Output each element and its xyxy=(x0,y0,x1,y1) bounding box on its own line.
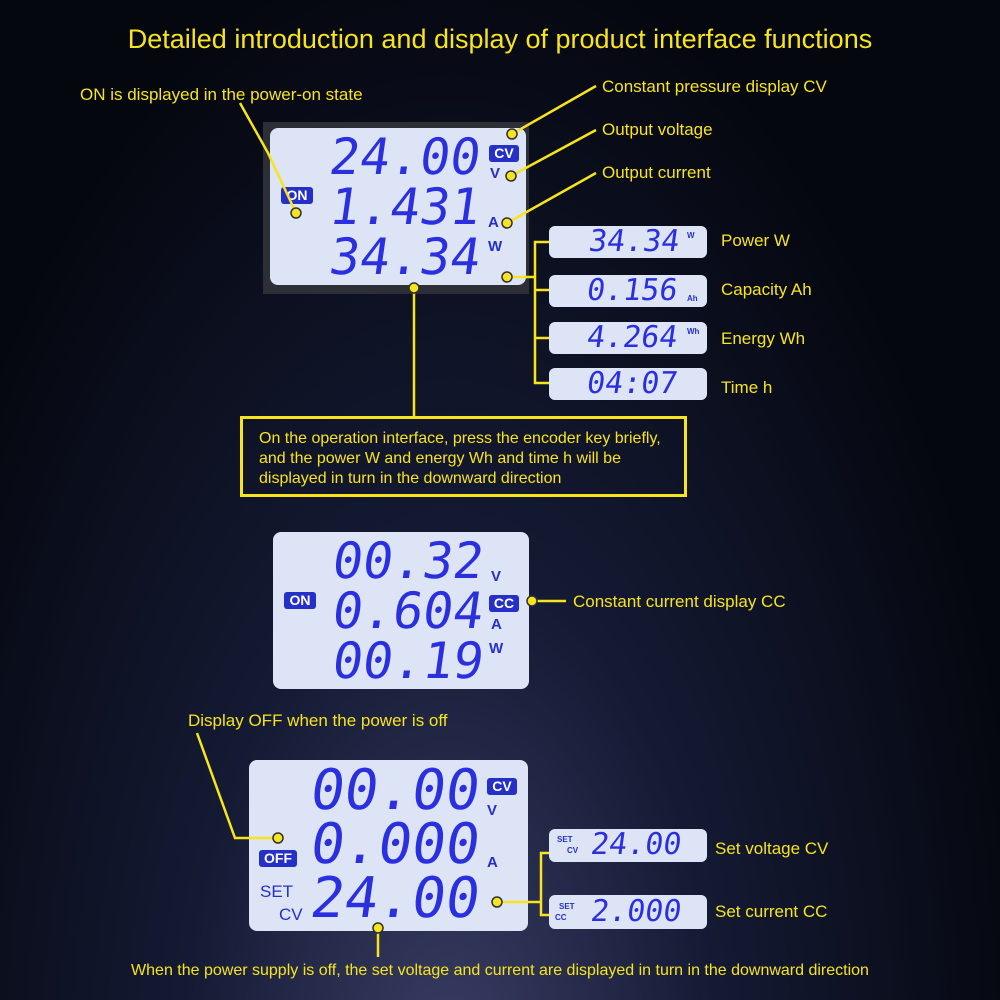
footer-note: When the power supply is off, the set vo… xyxy=(131,962,869,979)
energy-panel: 4.264 Wh xyxy=(549,320,707,355)
unit-v: V xyxy=(491,568,502,585)
callout-set-current: Set current CC xyxy=(715,902,828,921)
unit-a: A xyxy=(491,616,502,633)
set-label: SET xyxy=(559,902,575,911)
set-label: SET xyxy=(260,882,294,901)
callout-on-state: ON is displayed in the power-on state xyxy=(80,85,363,104)
unit-w: W xyxy=(489,640,504,657)
mode-label: CV xyxy=(567,846,579,855)
dot-marker xyxy=(372,922,384,934)
dot-marker xyxy=(501,271,513,283)
power-panel: 34.34 W xyxy=(549,224,707,259)
set-label: SET xyxy=(557,835,573,844)
callout-cc: Constant current display CC xyxy=(573,592,786,611)
dot-marker xyxy=(290,207,302,219)
unit-a: A xyxy=(487,854,498,871)
set-current-panel: SET CC 2.000 xyxy=(549,894,707,929)
dot-marker xyxy=(506,128,518,140)
unit-v: V xyxy=(487,802,498,819)
lcd-panel-cc: 00.32 0.604 00.19 ON CC V A W xyxy=(273,532,529,690)
callout-energy: Energy Wh xyxy=(721,329,806,348)
lcd-panel-off: 00.00 0.000 24.00 OFF CV V A SET CV xyxy=(249,758,528,931)
dot-marker xyxy=(526,595,538,607)
encoder-note: On the operation interface, press the en… xyxy=(240,416,687,497)
callout-time: Time h xyxy=(721,378,773,397)
time-panel: 04:07 xyxy=(549,366,707,401)
page-title: Detailed introduction and display of pro… xyxy=(127,24,873,54)
unit-v: V xyxy=(490,165,501,182)
energy-unit: Wh xyxy=(687,327,700,336)
dot-marker xyxy=(491,896,503,908)
callout-cv: Constant pressure display CV xyxy=(602,77,827,96)
unit-a: A xyxy=(488,214,499,231)
off-badge: OFF xyxy=(259,850,297,867)
set-mode-label: CV xyxy=(279,905,303,924)
unit-w: W xyxy=(488,238,503,255)
dot-marker xyxy=(505,170,517,182)
dot-marker xyxy=(408,282,420,294)
dot-marker xyxy=(272,832,284,844)
callout-set-voltage: Set voltage CV xyxy=(715,839,829,858)
callout-capacity: Capacity Ah xyxy=(721,280,812,299)
mode-label: CC xyxy=(555,913,567,922)
callout-output-current: Output current xyxy=(602,163,711,182)
power-unit: W xyxy=(687,231,695,240)
callout-off-state: Display OFF when the power is off xyxy=(188,711,448,730)
cc-badge: CC xyxy=(489,595,519,612)
lcd-panel-on: 24.00 1.431 34.34 ON CV V A W xyxy=(270,128,526,286)
callout-power: Power W xyxy=(721,231,790,250)
callout-output-voltage: Output voltage xyxy=(602,120,713,139)
dot-marker xyxy=(501,217,513,229)
on-badge: ON xyxy=(284,592,316,609)
capacity-unit: Ah xyxy=(687,294,698,303)
set-voltage-panel: SET CV 24.00 xyxy=(549,827,707,862)
cv-badge: CV xyxy=(487,778,517,795)
capacity-panel: 0.156 Ah xyxy=(549,273,707,308)
cv-badge: CV xyxy=(489,145,519,162)
